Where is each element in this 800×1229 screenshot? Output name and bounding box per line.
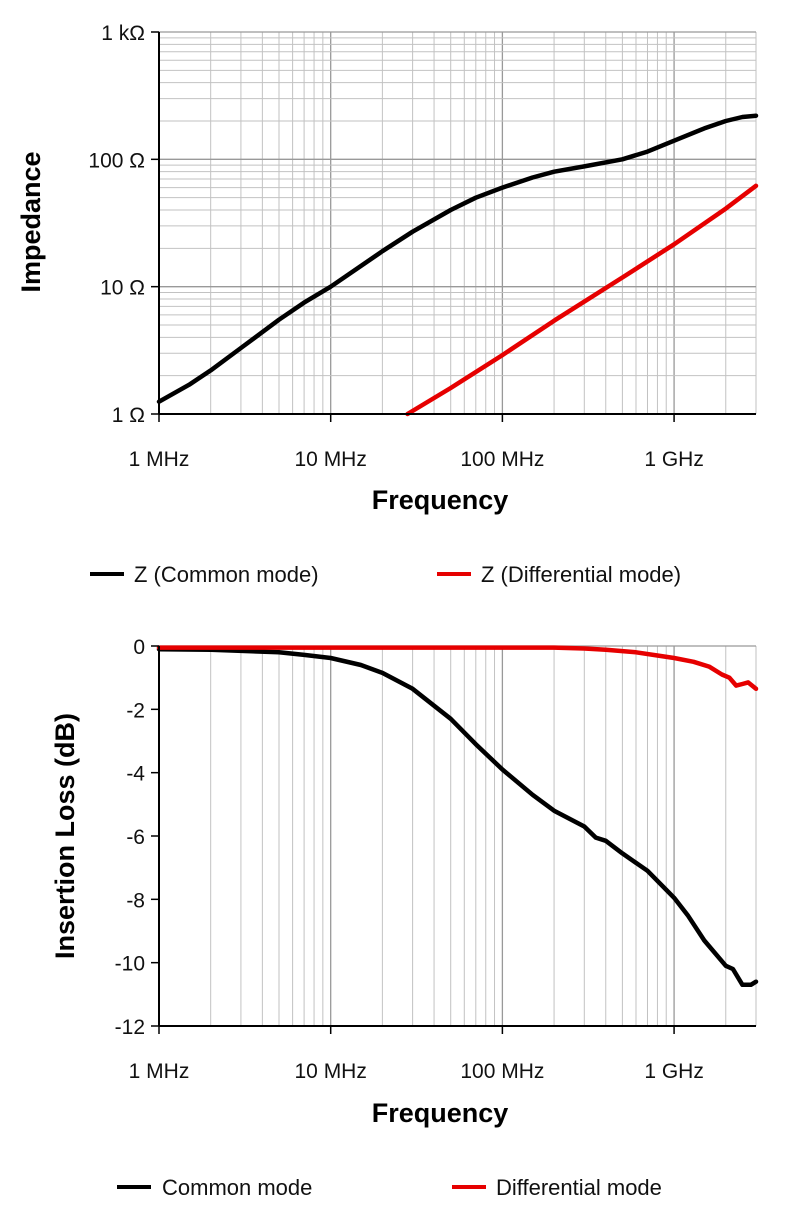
- impedance-x-tick-label: 1 MHz: [129, 448, 190, 471]
- insertion-loss-y-tick-label: -2: [126, 699, 145, 722]
- insertion-loss-y-tick-label: -4: [126, 763, 145, 786]
- impedance-series: [156, 113, 759, 417]
- insertion-loss-grid: [159, 645, 757, 1026]
- legend-label-common-mode-z: Z (Common mode): [134, 562, 319, 587]
- insertion-loss-y-tick-label: 0: [133, 636, 145, 659]
- insertion-loss-y-tick-label: -6: [126, 826, 145, 849]
- impedance-axes: 1 MHz 10 MHz 100 MHz 1 GHz 1 Ω 10 Ω 100 Ω 1 kΩ: [88, 22, 756, 471]
- insertion-loss-legend: Common mode Differential mode: [117, 1175, 662, 1200]
- impedance-x-axis-title: Frequency: [372, 485, 509, 515]
- insertion-loss-series-line-0: [156, 646, 759, 988]
- impedance-x-tick-label: 1 GHz: [644, 448, 704, 471]
- impedance-series-line-1: [405, 183, 759, 417]
- insertion-loss-series: [156, 645, 759, 988]
- impedance-x-tick-label: 10 MHz: [295, 448, 367, 471]
- impedance-legend: Z (Common mode) Z (Differential mode): [90, 562, 681, 587]
- insertion-loss-x-tick-label: 1 MHz: [129, 1060, 190, 1083]
- insertion-loss-axes: 1 MHz 10 MHz 100 MHz 1 GHz 0 -2 -4 -6 -8 -10 -12: [115, 636, 756, 1083]
- insertion-loss-y-tick-label: -12: [115, 1016, 145, 1039]
- insertion-loss-series-line-1: [156, 645, 759, 692]
- insertion-loss-x-tick-label: 1 GHz: [644, 1060, 704, 1083]
- legend-label-common-mode: Common mode: [162, 1175, 312, 1200]
- legend-label-differential-mode: Differential mode: [496, 1175, 662, 1200]
- insertion-loss-x-axis-title: Frequency: [372, 1098, 509, 1128]
- impedance-y-tick-label: 100 Ω: [88, 149, 145, 172]
- insertion-loss-y-tick-label: -10: [115, 953, 145, 976]
- impedance-y-axis-title: Impedance: [16, 151, 46, 292]
- impedance-grid: [159, 31, 757, 414]
- insertion-loss-x-tick-label: 100 MHz: [460, 1060, 544, 1083]
- impedance-y-tick-label: 10 Ω: [100, 277, 145, 300]
- impedance-y-tick-label: 1 Ω: [112, 404, 145, 427]
- insertion-loss-y-axis-title: Insertion Loss (dB): [50, 713, 80, 959]
- impedance-y-tick-label: 1 kΩ: [101, 22, 145, 45]
- impedance-x-tick-label: 100 MHz: [460, 448, 544, 471]
- impedance-series-line-0: [156, 113, 759, 404]
- insertion-loss-x-tick-label: 10 MHz: [295, 1060, 367, 1083]
- insertion-loss-y-tick-label: -8: [126, 889, 145, 912]
- insertion-loss-chart: 1 MHz 10 MHz 100 MHz 1 GHz 0 -2 -4 -6 -8 -10 -12 F…: [50, 636, 759, 1200]
- legend-label-differential-mode-z: Z (Differential mode): [481, 562, 681, 587]
